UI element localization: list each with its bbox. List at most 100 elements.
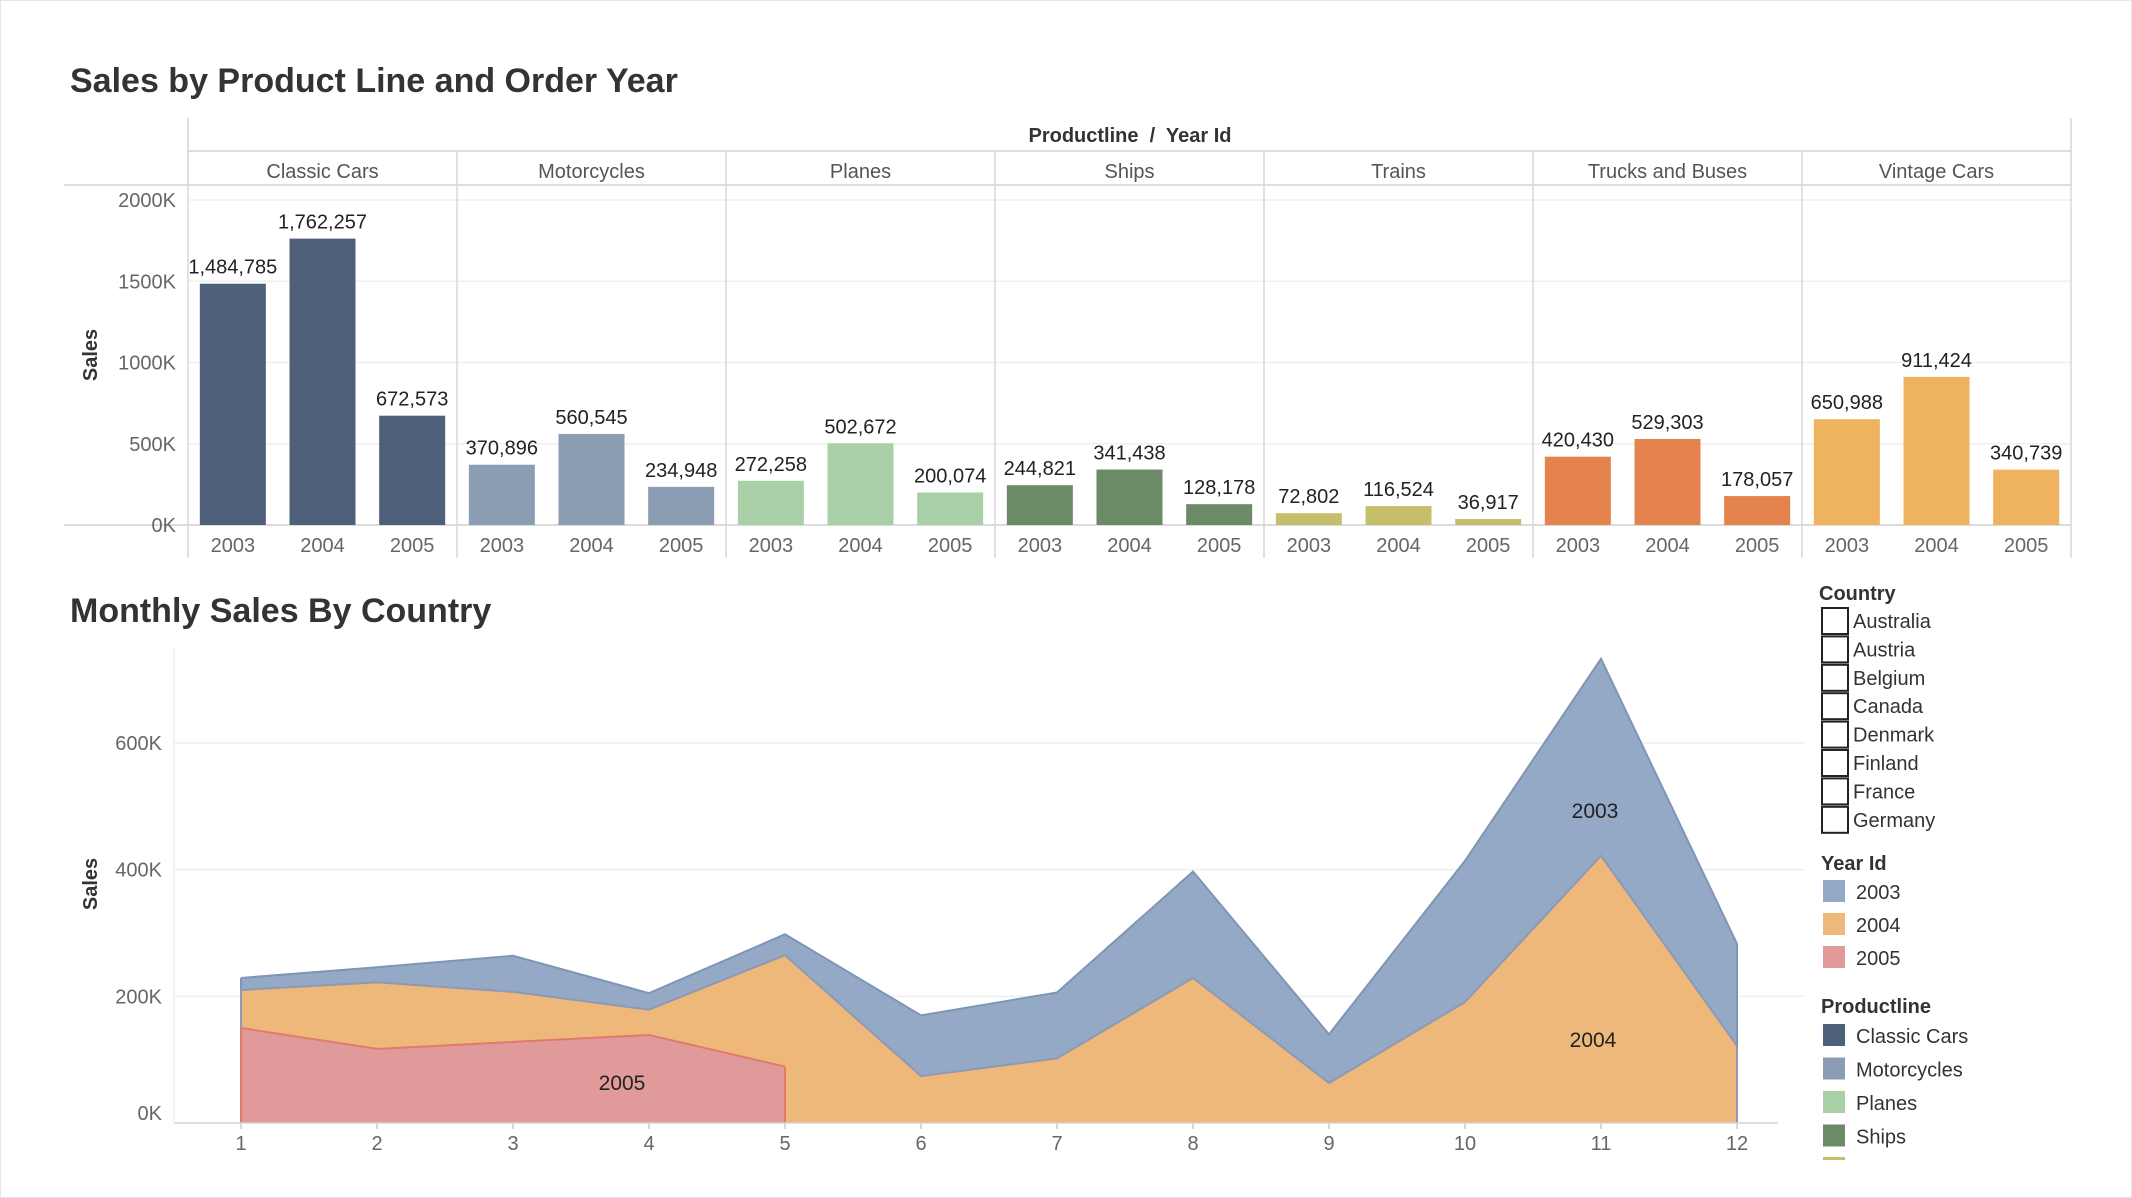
bottom-chart-x-tick-label: 6 [915,1133,926,1155]
top-chart-y-tick-label: 500K [129,434,176,456]
country-filter-label: Belgium [1853,668,1925,690]
group-header-vintage-cars: Vintage Cars [1879,161,1994,183]
bar-planes-2004 [827,443,894,525]
country-filter-list: Australia Austria Belgium Canada Denmark Finl… [1821,607,1935,834]
bottom-chart-x-tick-label: 7 [1051,1133,1062,1155]
country-filter-label: Australia [1853,611,1932,633]
bottom-chart-x-tick-label: 9 [1323,1133,1334,1155]
x-tick-year: 2005 [928,535,973,557]
checkbox[interactable] [1821,607,1849,635]
bar-value-label: 672,573 [376,389,448,411]
bar-vintage-cars-2004 [1903,376,1970,525]
x-tick-year: 2003 [480,535,525,557]
group-header-motorcycles: Motorcycles [538,161,645,183]
productline-legend-label: Planes [1856,1093,1917,1115]
x-tick-year: 2004 [300,535,345,557]
bar-value-label: 502,672 [824,416,896,438]
area-line-2004 [240,854,1738,1085]
x-tick-year: 2003 [1825,535,1870,557]
bottom-chart-y-tick-label: 600K [115,733,162,755]
x-tick-year: 2005 [2004,535,2049,557]
checkbox[interactable] [1821,692,1849,721]
bottom-chart-areas [240,656,1738,1123]
bottom-chart-x-tick-label: 5 [779,1133,790,1155]
productline-legend-label: Motorcycles [1856,1060,1963,1082]
x-tick-year: 2005 [659,535,704,557]
checkbox[interactable] [1821,777,1849,806]
country-filter-label: Austria [1853,639,1916,661]
checkbox[interactable] [1821,663,1849,692]
bar-ships-2005 [1186,504,1253,525]
year-legend-title: Year Id [1821,853,1887,875]
productline-legend-swatch [1823,1057,1845,1080]
bar-motorcycles-2003 [468,464,535,525]
bar-motorcycles-2005 [648,486,715,525]
checkbox[interactable] [1821,749,1849,777]
bar-motorcycles-2004 [558,433,625,525]
bottom-chart-x-tick-label: 10 [1454,1133,1476,1155]
top-chart-bars: 1,484,785 1,762,257 672,573 370,896 560,545 2… [188,212,2062,525]
bar-trucks-and-buses-2005 [1724,496,1791,525]
x-tick-year: 2005 [1197,535,1242,557]
x-tick-year: 2005 [1466,535,1511,557]
bottom-chart-x-axis: 1 2 3 4 5 6 7 8 9 10 11 12 [235,1123,1748,1155]
productline-legend-next-swatch-partial [1823,1157,1845,1160]
country-filter-item-germany[interactable]: Germany [1821,805,1935,834]
bar-value-label: 420,430 [1542,430,1614,452]
productline-legend: Productline Classic Cars Motorcycles Plane… [1821,996,1968,1160]
bar-trains-2003 [1275,513,1342,525]
bar-planes-2005 [917,492,984,525]
group-header-planes: Planes [830,161,891,183]
bar-vintage-cars-2003 [1813,419,1880,525]
x-tick-year: 2003 [1287,535,1332,557]
bottom-chart-y-tick-label: 200K [115,986,162,1008]
top-chart-group-headers: Classic Cars Motorcycles Planes Ships Trains… [266,161,1994,183]
bottom-chart-x-tick-label: 8 [1187,1133,1198,1155]
checkbox[interactable] [1821,720,1849,749]
country-filter-item-finland[interactable]: Finland [1821,749,1919,777]
bar-trains-2004 [1365,506,1432,525]
year-legend-label: 2003 [1856,882,1901,904]
group-header-classic-cars: Classic Cars [266,161,378,183]
area-label-2004: 2004 [1570,1029,1617,1052]
bar-value-label: 200,074 [914,465,986,487]
group-header-ships: Ships [1104,161,1154,183]
country-filter-item-belgium[interactable]: Belgium [1821,663,1925,692]
bar-value-label: 36,917 [1458,492,1519,514]
checkbox[interactable] [1821,635,1849,664]
bar-value-label: 911,424 [1901,350,1972,372]
checkbox[interactable] [1821,805,1849,834]
bar-value-label: 178,057 [1721,469,1793,491]
bar-value-label: 234,948 [645,460,717,482]
bar-classic-cars-2004 [289,238,356,525]
country-filter-item-austria[interactable]: Austria [1821,635,1916,664]
x-tick-year: 2004 [838,535,883,557]
productline-legend-label: Ships [1856,1127,1906,1149]
x-tick-year: 2005 [390,535,435,557]
area-line-2003 [240,656,1738,1036]
productline-legend-swatch [1823,1091,1845,1113]
bar-value-label: 560,545 [555,407,627,429]
country-filter-item-australia[interactable]: Australia [1821,607,1932,635]
country-filter-item-france[interactable]: France [1821,777,1915,806]
bar-classic-cars-2005 [379,415,446,525]
country-filter-item-canada[interactable]: Canada [1821,692,1924,721]
top-chart-x-axis: 2003 2004 2005 2003 2004 2005 2003 2004 2005 2003… [211,535,2049,557]
bottom-chart-x-tick-label: 11 [1591,1133,1612,1155]
bar-vintage-cars-2005 [1993,469,2060,525]
x-tick-year: 2004 [1645,535,1690,557]
bar-ships-2004 [1096,469,1163,525]
bar-trucks-and-buses-2003 [1544,456,1611,525]
bar-planes-2003 [737,480,804,525]
area-label-2003: 2003 [1572,800,1619,823]
bottom-chart-y-tick-label: 0K [138,1103,163,1125]
productline-legend-list: Classic Cars Motorcycles Planes Ships [1823,1024,1968,1149]
country-filter-item-denmark[interactable]: Denmark [1821,720,1935,749]
x-tick-year: 2003 [749,535,794,557]
productline-legend-swatch [1823,1024,1845,1046]
bar-classic-cars-2003 [199,283,266,525]
bar-ships-2003 [1006,485,1073,525]
group-header-trucks-and-buses: Trucks and Buses [1588,161,1747,183]
bar-value-label: 529,303 [1631,412,1703,434]
productline-legend-title: Productline [1821,996,1931,1018]
